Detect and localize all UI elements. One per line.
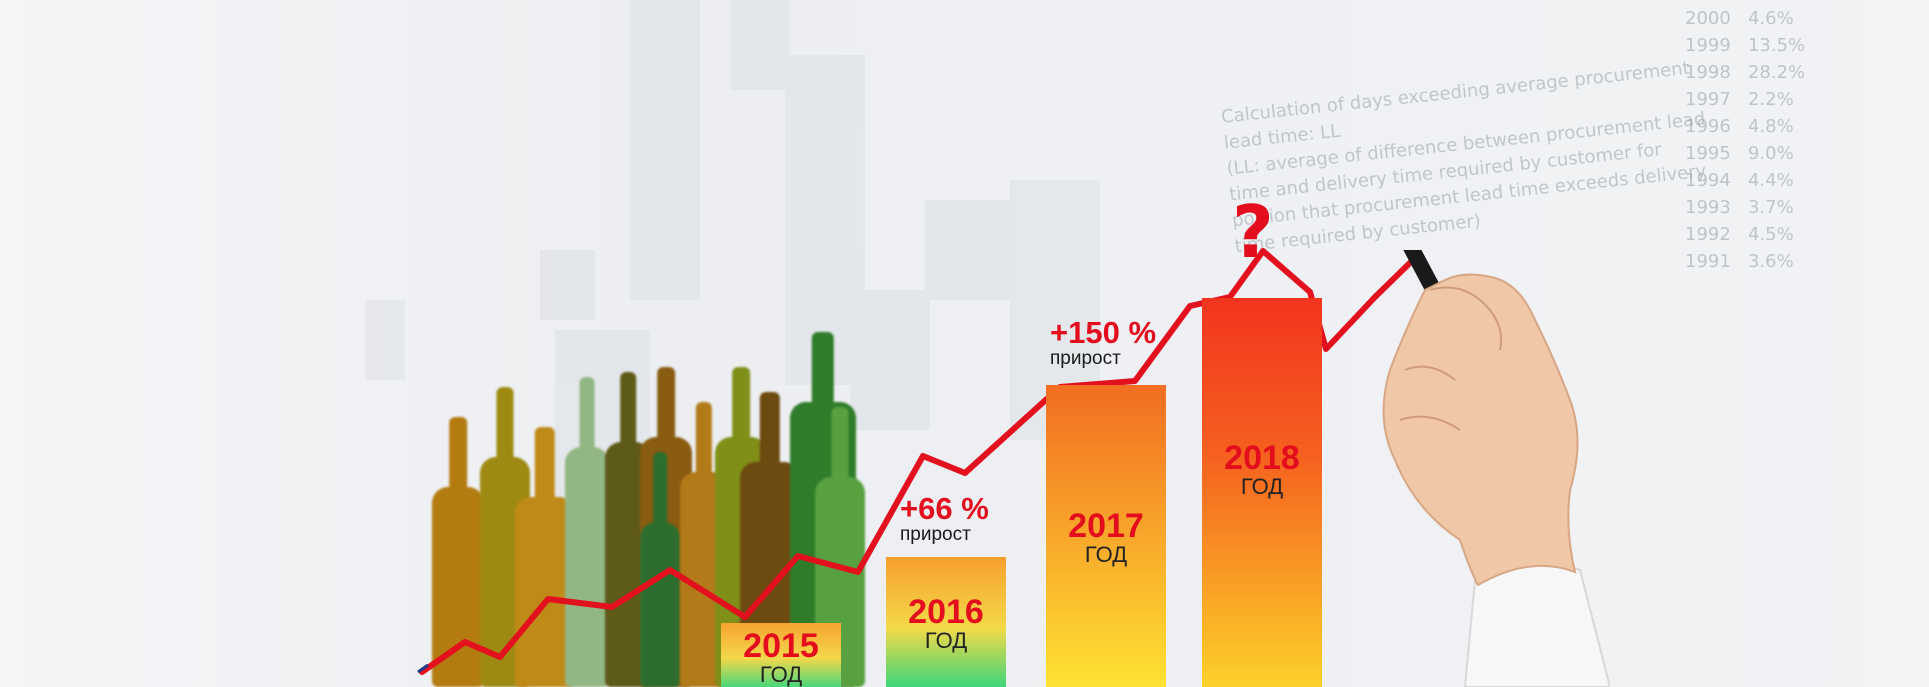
bar-2016: 2016 ГОД	[886, 557, 1006, 687]
growth-percent: +150 %	[1050, 315, 1157, 350]
bar-year: 2016	[908, 593, 984, 631]
bar-unit: ГОД	[759, 662, 803, 687]
growth-label-2016: +66 % прирост	[900, 493, 989, 545]
growth-caption: прирост	[900, 524, 971, 545]
background-numbers-text: 2000 4.6% 1999 13.5% 1998 28.2% 1997 2.2…	[1685, 8, 1806, 272]
bar-2015: 2015 ГОД	[721, 623, 841, 687]
bar-2017: 2017 ГОД	[1046, 385, 1166, 687]
bar-2018: 2018 ГОД	[1202, 298, 1322, 687]
bar-unit: ГОД	[1240, 474, 1284, 499]
trend-line	[419, 248, 1421, 675]
growth-caption: прирост	[1050, 348, 1121, 369]
bar-year: 2017	[1068, 507, 1144, 545]
bar-year: 2018	[1224, 439, 1300, 477]
hand-with-marker	[1382, 250, 1610, 687]
bar-year: 2015	[743, 627, 819, 665]
growth-label-2017: +150 % прирост	[1050, 317, 1156, 369]
growth-percent: +66 %	[900, 491, 989, 526]
bar-unit: ГОД	[924, 628, 968, 653]
question-mark: ?	[1232, 190, 1274, 274]
bar-unit: ГОД	[1084, 542, 1128, 567]
